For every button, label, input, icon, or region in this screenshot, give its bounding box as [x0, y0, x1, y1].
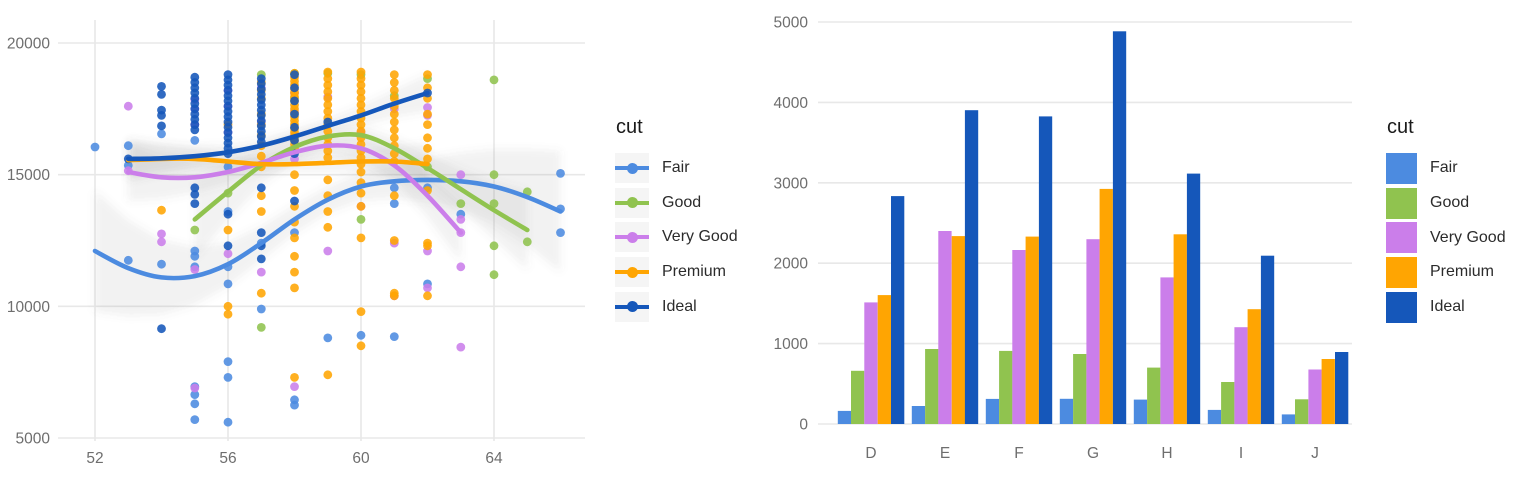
- svg-text:0: 0: [799, 417, 808, 434]
- svg-text:1000: 1000: [774, 336, 809, 353]
- legend-label-premium: Premium: [662, 263, 727, 281]
- legend-item-ideal: Ideal: [615, 289, 738, 324]
- legend-label-very-good: Very Good: [1430, 228, 1506, 246]
- bars-premium: [877, 188, 1335, 424]
- trend-ideal: [126, 90, 430, 162]
- bar-plot: 0 1000 2000 3000 4000 5000 D E F G H I J: [774, 15, 1352, 463]
- bars-fair: [837, 398, 1296, 424]
- points-ideal: [123, 70, 432, 334]
- very-good-line-point-key-icon: [615, 222, 649, 253]
- scatter-legend-items: Fair Good Very Good Premium Ideal: [615, 151, 738, 324]
- legend-item-very-good: Very Good: [615, 220, 738, 255]
- bar-legend: cut Fair Good Very Good Premium Ideal: [1386, 116, 1506, 324]
- bar-legend-items: Fair Good Very Good Premium Ideal: [1386, 151, 1506, 324]
- scatter-panel: 5000 10000 15000 20000 52 56 60 64: [0, 0, 766, 480]
- legend-item-good: Good: [615, 186, 738, 221]
- scatter-plot: 5000 10000 15000 20000 52 56 60 64: [7, 20, 585, 468]
- legend-item-fair: Fair: [615, 151, 738, 186]
- bars-ideal: [891, 31, 1349, 425]
- svg-text:E: E: [940, 445, 950, 462]
- legend-item-ideal: Ideal: [1386, 290, 1506, 325]
- legend-item-very-good: Very Good: [1386, 220, 1506, 255]
- legend-label-fair: Fair: [662, 159, 690, 177]
- legend-label-very-good: Very Good: [662, 228, 738, 246]
- premium-line-point-key-icon: [615, 257, 649, 288]
- premium-swatch-icon: [1386, 256, 1417, 288]
- good-line-point-key-icon: [615, 187, 649, 218]
- scatter-legend: cut Fair Good Very Good Premium Ideal: [615, 116, 738, 324]
- svg-text:H: H: [1161, 445, 1172, 462]
- svg-text:60: 60: [352, 450, 370, 467]
- fair-line-point-key-icon: [615, 153, 649, 184]
- legend-item-fair: Fair: [1386, 151, 1506, 186]
- svg-text:15000: 15000: [7, 167, 50, 184]
- scatter-axis-labels: 5000 10000 15000 20000 52 56 60 64: [7, 36, 503, 468]
- svg-text:J: J: [1311, 445, 1319, 462]
- svg-text:5000: 5000: [16, 431, 51, 448]
- good-swatch-icon: [1386, 187, 1417, 219]
- svg-text:52: 52: [86, 450, 103, 467]
- svg-text:I: I: [1239, 445, 1243, 462]
- bar-panel: 0 1000 2000 3000 4000 5000 D E F G H I J: [766, 0, 1536, 480]
- legend-item-premium: Premium: [1386, 255, 1506, 290]
- fair-swatch-icon: [1386, 152, 1417, 184]
- svg-text:64: 64: [485, 450, 503, 467]
- trend-very-good: [126, 143, 464, 235]
- svg-text:4000: 4000: [774, 95, 809, 112]
- very-good-swatch-icon: [1386, 222, 1417, 254]
- legend-label-good: Good: [662, 193, 702, 211]
- ideal-line-point-key-icon: [615, 291, 649, 322]
- legend-label-fair: Fair: [1430, 159, 1458, 177]
- svg-text:20000: 20000: [7, 36, 50, 53]
- svg-text:3000: 3000: [774, 175, 809, 192]
- svg-text:D: D: [865, 445, 876, 462]
- bar-legend-title: cut: [1387, 116, 1414, 138]
- scatter-legend-title: cut: [616, 116, 643, 138]
- bars-good: [851, 349, 1309, 424]
- legend-label-ideal: Ideal: [662, 297, 697, 315]
- svg-text:F: F: [1014, 445, 1023, 462]
- legend-label-ideal: Ideal: [1430, 298, 1465, 316]
- svg-text:2000: 2000: [774, 256, 809, 273]
- svg-text:56: 56: [219, 450, 236, 467]
- legend-label-premium: Premium: [1430, 263, 1495, 281]
- bars-very-good: [864, 231, 1322, 424]
- trend-good: [192, 131, 530, 233]
- legend-item-premium: Premium: [615, 255, 738, 290]
- svg-text:10000: 10000: [7, 299, 50, 316]
- trend-fair: [92, 177, 563, 281]
- ideal-swatch-icon: [1386, 291, 1417, 323]
- legend-label-good: Good: [1430, 194, 1470, 212]
- svg-text:G: G: [1087, 445, 1099, 462]
- bar-axis-labels: 0 1000 2000 3000 4000 5000 D E F G H I J: [774, 15, 1319, 463]
- svg-text:5000: 5000: [774, 15, 809, 32]
- legend-item-good: Good: [1386, 186, 1506, 221]
